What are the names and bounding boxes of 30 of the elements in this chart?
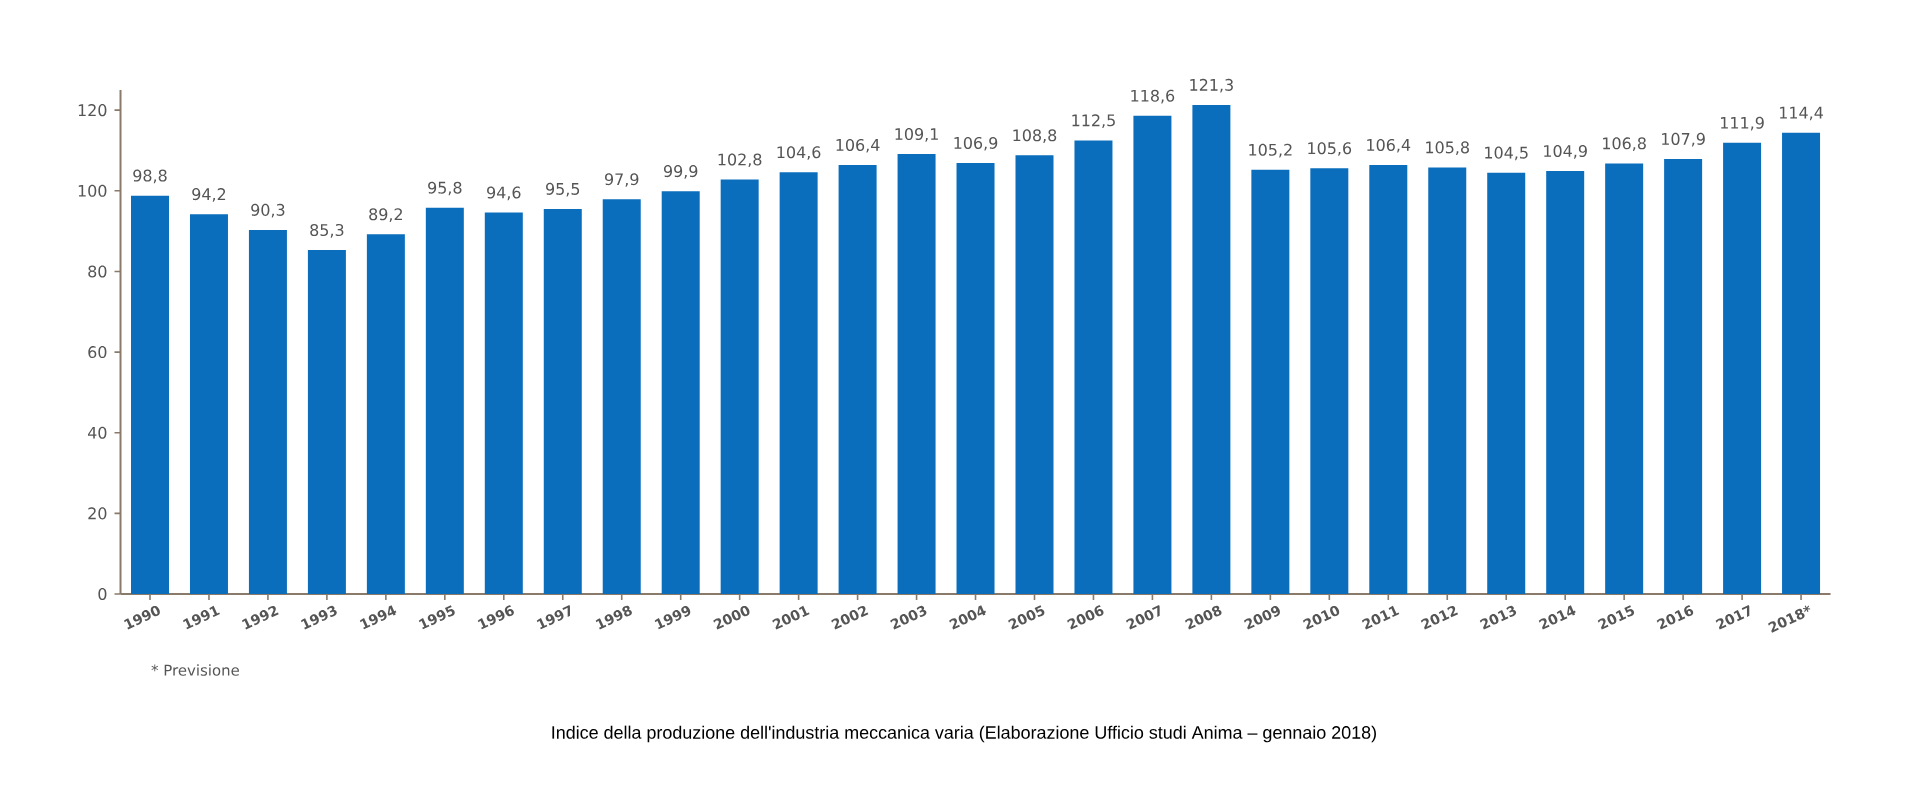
bar [307,250,346,594]
bar [131,195,169,594]
bar [1723,142,1762,594]
bar [897,154,936,594]
text: Indice della produzione dell'industria meccanica varia (Elaborazione Ufficio studi Anima – gennaio 2018) [552,725,1376,743]
bar [838,164,877,594]
bar [1782,132,1821,594]
bar [1605,163,1644,594]
bar [1546,171,1585,594]
bar [1664,158,1703,594]
bar [248,229,287,594]
bar [425,207,464,594]
bar [1310,168,1349,594]
bar [1428,167,1467,594]
bar [1192,104,1231,594]
bar [543,208,582,594]
bar [779,172,818,594]
bar [661,191,700,594]
bar [189,214,228,594]
bar [956,162,995,594]
bar [1487,172,1526,594]
bar [602,199,641,594]
bar [484,212,523,594]
bar [1369,164,1408,594]
bar [1251,169,1290,594]
bar [1074,140,1113,594]
bar [1015,155,1054,594]
bar [720,179,759,594]
bar [1133,115,1172,594]
bar [366,234,405,594]
